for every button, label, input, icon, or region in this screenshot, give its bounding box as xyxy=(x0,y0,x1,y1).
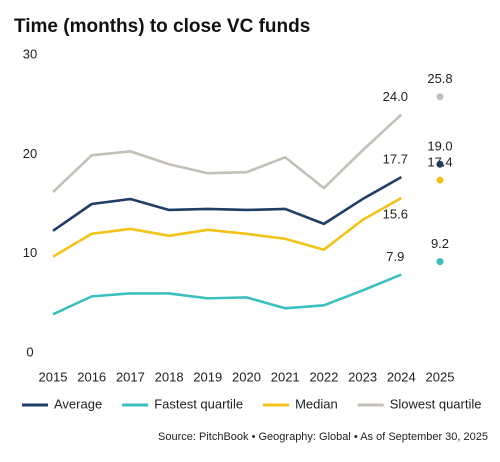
y-tick-label: 30 xyxy=(23,46,37,61)
value-label: 17.7 xyxy=(383,152,408,167)
x-tick-label: 2021 xyxy=(271,369,300,384)
y-tick-label: 10 xyxy=(23,245,37,260)
x-tick-label: 2022 xyxy=(309,369,338,384)
y-tick-label: 20 xyxy=(23,146,37,161)
projected-point xyxy=(436,160,444,168)
source: Source: PitchBook • Geography: Global • … xyxy=(158,431,488,443)
value-label: 19.0 xyxy=(427,139,452,154)
x-tick-label: 2015 xyxy=(39,369,68,384)
legend-label: Slowest quartile xyxy=(390,396,482,411)
y-tick-label: 0 xyxy=(26,344,33,359)
x-tick-label: 2025 xyxy=(426,369,455,384)
x-tick-label: 2024 xyxy=(387,369,416,384)
legend-label: Fastest quartile xyxy=(154,396,243,411)
projected-point xyxy=(436,176,444,184)
line-series xyxy=(52,273,402,316)
projected-point xyxy=(436,93,444,101)
line-series xyxy=(52,113,403,194)
x-tick-label: 2016 xyxy=(77,369,106,384)
value-label: 24.0 xyxy=(383,89,408,104)
value-label: 15.6 xyxy=(383,206,408,221)
legend-label: Average xyxy=(54,396,102,411)
legend-label: Median xyxy=(295,396,338,411)
x-tick-label: 2023 xyxy=(348,369,377,384)
line-series xyxy=(52,176,402,232)
x-tick-label: 2018 xyxy=(155,369,184,384)
x-tick-label: 2020 xyxy=(232,369,261,384)
projected-point xyxy=(436,258,444,266)
line-series xyxy=(52,196,402,258)
x-tick-label: 2019 xyxy=(193,369,222,384)
value-label: 25.8 xyxy=(427,71,452,86)
value-label: 7.9 xyxy=(386,249,404,264)
x-tick-label: 2017 xyxy=(116,369,145,384)
value-label: 9.2 xyxy=(431,236,449,251)
chart-title: Time (months) to close VC funds xyxy=(14,16,310,37)
value-label: 17.4 xyxy=(427,155,452,170)
